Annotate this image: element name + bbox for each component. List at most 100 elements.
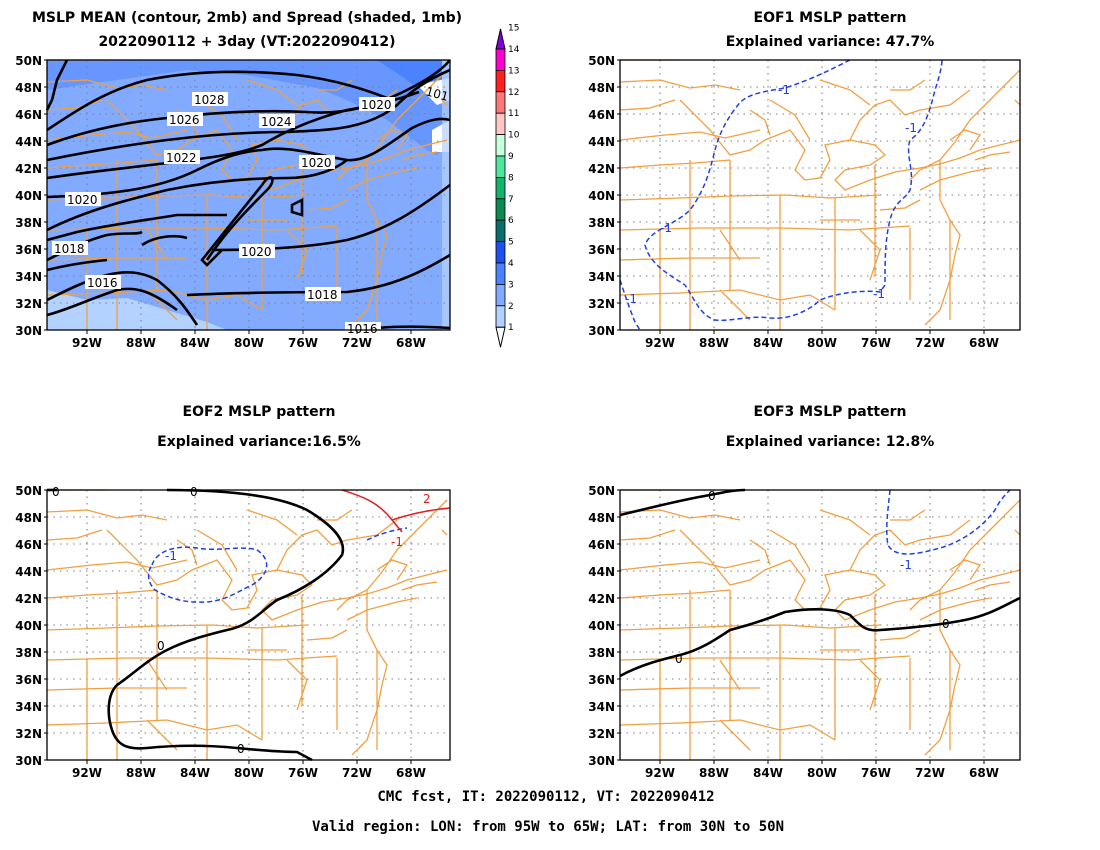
eof2-lon-tick-label: 84W [180,766,210,780]
mean-lat-tick-label: 30N [15,324,42,338]
colorbar-swatch [495,198,506,221]
mean-lon-tick-label: 72W [342,336,372,350]
eof2-label-neg-ne: -1 [391,535,403,549]
mean-lon-tick-label: 92W [72,336,102,350]
panel-eof2-map: 0 0 0 0 -1 2 -1 [46,485,451,762]
colorbar-swatch [495,176,506,200]
colorbar-bottom-arrow [495,326,506,348]
eof2-lat-tick-label: 48N [15,511,42,525]
eof2-lat-tick-label: 38N [15,646,42,660]
eof1-lat-tick-label: 44N [588,135,615,149]
contour-label-1020-s: 1020 [241,245,272,259]
mean-lat-tick-label: 34N [15,270,42,284]
colorbar-top-arrow [495,28,506,50]
colorbar-label: 5 [508,238,514,248]
mean-lat-tick-label: 50N [15,54,42,68]
eof2-lon-tick-label: 76W [288,766,318,780]
eof2-lon-tick-label: 88W [126,766,156,780]
eof3-lon-tick-label: 76W [861,766,891,780]
eof1-lon-tick-label: 84W [753,336,783,350]
colorbar-label: 4 [508,259,514,269]
mslp-contours [45,59,452,330]
eof3-lon-tick-label: 84W [753,766,783,780]
colorbar-swatch [495,134,506,157]
eof2-lon-tick-label: 92W [72,766,102,780]
eof3-lat-tick-label: 32N [588,727,615,741]
eof3-lat-tick-label: 40N [588,619,615,633]
eof1-lat-tick-label: 30N [588,324,615,338]
eof3-lat-tick-label: 42N [588,592,615,606]
eof2-label-0-nw: 0 [52,485,60,499]
eof3-lon-tick-label: 68W [969,766,999,780]
eof3-lat-tick-label: 48N [588,511,615,525]
panel-eof3-title-2: Explained variance: 12.8% [725,434,935,450]
colorbar-label: 1 [508,323,514,333]
colorbar-swatch [495,219,506,242]
eof1-lon-tick-label: 76W [861,336,891,350]
eof2-lat-tick-label: 40N [15,619,42,633]
colorbar-label: 6 [508,216,514,226]
eof3-lon-tick-label: 80W [807,766,837,780]
eof2-lat-tick-label: 36N [15,673,42,687]
contour-label-1018-s: 1018 [307,288,338,302]
colorbar-swatch [495,305,506,328]
footer-line-1: CMC fcst, IT: 2022090112, VT: 2022090412 [377,789,715,805]
eof3-lat-tick-label: 36N [588,673,615,687]
eof2-lat-tick-label: 34N [15,700,42,714]
eof2-lat-tick-label: 30N [15,754,42,768]
contour-label-1028: 1028 [194,93,225,107]
mean-lat-tick-label: 38N [15,216,42,230]
mean-lat-tick-label: 44N [15,135,42,149]
colorbar-label: 3 [508,280,514,290]
panel-eof1-title-1: EOF1 MSLP pattern [753,10,907,26]
panel-mean-map: 1028 1026 1024 1022 1020 1020 1020 1020 … [45,59,452,336]
panel-eof1-title-2: Explained variance: 47.7% [725,34,935,50]
eof2-negative-contours [147,527,408,603]
eof3-label-neg: -1 [900,558,912,572]
colorbar-label: 9 [508,152,514,162]
mean-lat-tick-label: 48N [15,81,42,95]
colorbar-swatch [495,91,506,114]
eof1-lat-tick-label: 38N [588,216,615,230]
eof2-lon-tick-label: 80W [234,766,264,780]
eof1-lat-tick-label: 32N [588,297,615,311]
panel-eof1-map: -1 -1 -1 -1 -1 [619,59,1021,331]
mean-lon-tick-label: 80W [234,336,264,350]
colorbar-swatch [495,241,506,264]
eof2-lat-tick-label: 42N [15,592,42,606]
eof3-lon-tick-label: 92W [645,766,675,780]
eof3-lat-tick-label: 30N [588,754,615,768]
spread-shading-edge [442,60,450,330]
eof1-lat-tick-label: 36N [588,243,615,257]
colorbar-swatch [495,70,506,93]
eof2-lon-tick-label: 68W [396,766,426,780]
eof3-lon-tick-label: 88W [699,766,729,780]
eof2-label-0-s: 0 [237,742,245,756]
eof1-lat-tick-label: 42N [588,162,615,176]
colorbar-swatch [495,112,506,135]
eof3-lat-tick-label: 46N [588,538,615,552]
eof3-lat-tick-label: 44N [588,565,615,579]
mean-lat-tick-label: 32N [15,297,42,311]
eof3-lon-tick-label: 72W [915,766,945,780]
contour-label-1018-w: 1018 [54,242,85,256]
mean-lat-tick-label: 42N [15,162,42,176]
eof1-label-3: -1 [660,221,672,235]
spread-shading-3-4 [47,60,450,155]
colorbar-swatch [495,155,506,178]
panel-eof2-title-2: Explained variance:16.5% [157,434,361,450]
mean-lat-tick-label: 36N [15,243,42,257]
colorbar-label: 15 [508,24,519,34]
contour-label-1022: 1022 [166,151,197,165]
eof2-label-neg: -1 [165,549,177,563]
colorbar-label: 7 [508,195,514,205]
eof3-label-0-w: 0 [675,652,683,666]
panel-eof2-title-1: EOF2 MSLP pattern [182,404,336,420]
eof1-lat-tick-label: 50N [588,54,615,68]
contour-labels: 1028 1026 1024 1022 1020 1020 1020 1020 … [52,84,450,336]
spread-shading-low [417,78,450,105]
contour-label-1020-ne: 1020 [361,98,392,112]
mean-lat-tick-label: 46N [15,108,42,122]
eof2-lat-tick-label: 50N [15,484,42,498]
